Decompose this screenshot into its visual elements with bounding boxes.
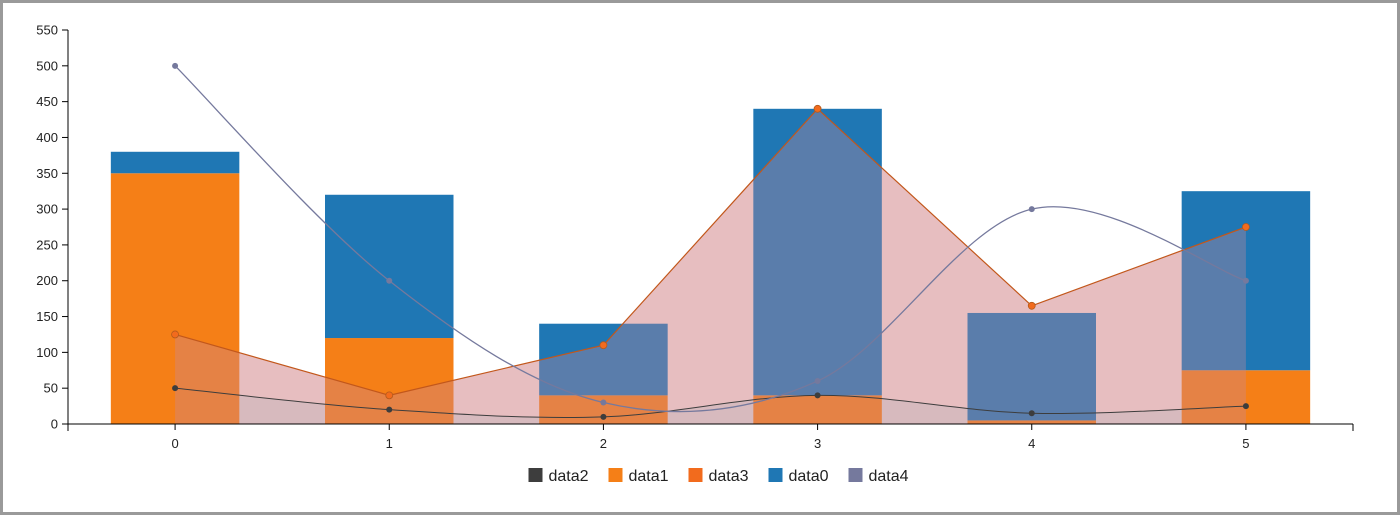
legend-item-data2[interactable]: data2 [528,468,589,485]
data0-bar[interactable] [967,312,1097,421]
y-tick-label: 450 [36,94,58,109]
legend-label: data3 [709,468,749,485]
y-tick-label: 150 [36,309,58,324]
y-tick-label: 550 [36,23,58,38]
data2-point[interactable] [1242,403,1249,410]
legend-item-data0[interactable]: data0 [768,468,829,485]
data1-bar[interactable] [1181,370,1311,424]
y-tick-label: 0 [51,417,58,432]
data2-point[interactable] [1028,410,1035,417]
data2-point[interactable] [172,385,179,392]
data3-line [174,107,1247,396]
data0-bar[interactable] [325,194,454,339]
y-tick-label: 300 [36,202,58,217]
x-tick-label: 2 [600,436,607,451]
y-tick-label: 350 [36,166,58,181]
y-tick-label: 500 [36,58,58,73]
data2-point[interactable] [814,392,821,399]
data1-bar[interactable] [753,395,882,424]
x-tick-label: 5 [1242,436,1249,451]
data4-point[interactable] [172,62,179,69]
y-tick-label: 50 [44,381,58,396]
data3-point[interactable] [1242,223,1250,231]
data4-point[interactable] [386,277,393,284]
data4-point[interactable] [1242,277,1249,284]
legend-swatch [688,468,703,482]
y-tick-label: 100 [36,345,58,360]
data4-point[interactable] [1028,206,1035,213]
data3-point[interactable] [385,391,394,400]
data3-point[interactable] [1027,301,1036,310]
data4-point[interactable] [814,378,821,385]
data1-bar[interactable] [967,420,1097,424]
legend-label: data2 [549,468,589,485]
data3-point[interactable] [599,341,608,350]
legend-item-data3[interactable]: data3 [688,468,749,485]
x-tick-label: 3 [814,436,821,451]
data4-point[interactable] [600,399,607,406]
axes-layer: 0 50 100 150 200 250 300 350 400 450 500 550 0 1 2 3 4 5 [36,23,1354,451]
legend-swatch [608,468,623,482]
legend-label: data1 [629,468,669,485]
x-tick-label: 0 [171,436,178,451]
legend-label: data0 [789,468,829,485]
legend: data2 data1 data3 data0 data4 [528,468,909,485]
legend-label: data4 [869,468,909,485]
legend-swatch [848,468,863,482]
legend-item-data1[interactable]: data1 [608,468,669,485]
data3-point[interactable] [813,104,822,113]
data1-bar[interactable] [110,173,240,424]
data0-bar[interactable] [539,323,668,396]
data2-point[interactable] [386,406,393,413]
data3-area-overlay [175,108,1246,425]
x-tick-label: 1 [386,436,393,451]
line-layer [171,62,1250,425]
legend-swatch [528,468,543,482]
data2-point[interactable] [600,413,607,420]
data3-point[interactable] [171,330,179,339]
data4-line [174,65,1247,413]
x-tick-label: 4 [1028,436,1035,451]
y-tick-label: 400 [36,130,58,145]
legend-item-data4[interactable]: data4 [848,468,909,485]
y-tick-label: 250 [36,237,58,252]
y-tick-label: 200 [36,273,58,288]
data2-line [175,387,1246,418]
data0-bar[interactable] [110,151,240,174]
legend-swatch [768,468,783,482]
